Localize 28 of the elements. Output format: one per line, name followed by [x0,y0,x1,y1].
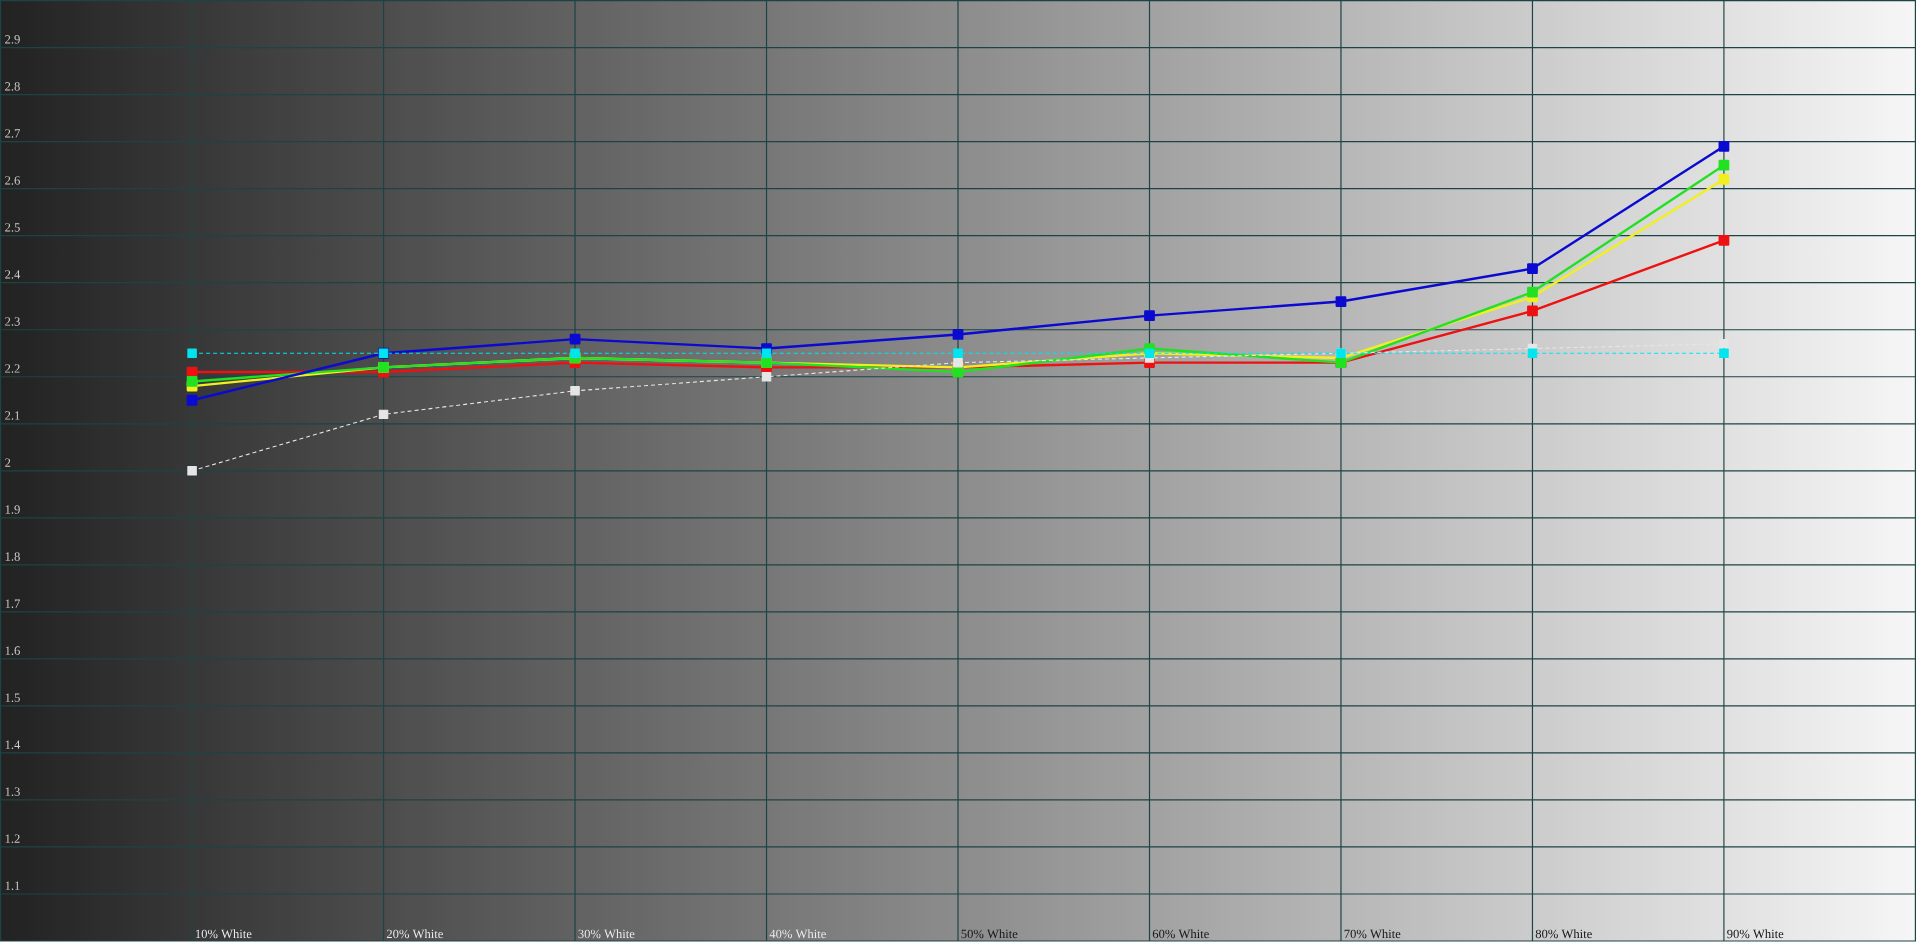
y-tick-label: 1.7 [5,599,20,609]
y-tick-label: 2.5 [5,223,20,232]
x-tick-label: 30% White [578,929,635,939]
x-tick-label: 60% White [1152,929,1209,939]
y-tick-label: 1.8 [5,552,20,562]
y-tick-label: 2.3 [5,317,20,326]
y-tick-label: 2.4 [5,270,21,279]
y-tick-label: 2 [5,458,11,467]
y-tick-label: 2.9 [5,35,20,44]
y-tick-label: 1.9 [5,505,20,515]
y-tick-label: 2.7 [5,129,20,138]
y-tick-label: 1.6 [5,646,20,656]
x-tick-label: 10% White [195,929,252,939]
y-tick-label: 1.1 [5,881,20,891]
y-tick-label: 1.2 [5,834,20,844]
y-tick-label: 2.2 [5,364,20,373]
y-tick-label: 1.4 [5,740,21,750]
x-tick-label: 40% White [769,929,826,939]
y-tick-label: 1.5 [5,693,20,703]
x-tick-label: 20% White [386,929,443,939]
x-tick-label: 50% White [961,929,1018,939]
y-tick-label: 1.3 [5,787,20,797]
x-tick-label: 90% White [1727,929,1784,939]
y-tick-label: 2.1 [5,411,20,420]
y-tick-label: 2.8 [5,82,20,91]
x-tick-label: 70% White [1344,929,1401,939]
y-tick-label: 2.6 [5,176,20,185]
x-tick-label: 80% White [1535,929,1592,939]
